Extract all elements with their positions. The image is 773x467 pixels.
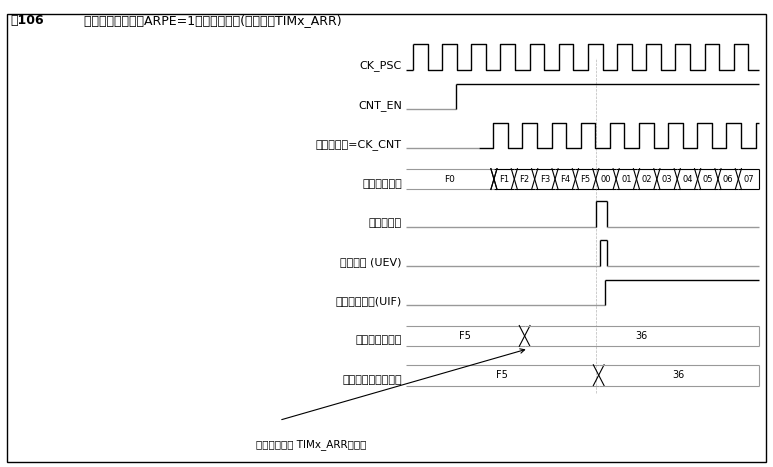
Text: 更新中断标志(UIF): 更新中断标志(UIF): [335, 296, 402, 306]
Text: 06: 06: [723, 175, 734, 184]
Text: 03: 03: [662, 175, 673, 184]
Text: F0: F0: [444, 175, 455, 184]
Text: F5: F5: [496, 370, 508, 380]
Text: 00: 00: [601, 175, 611, 184]
Text: F5: F5: [459, 331, 471, 341]
Text: CNT_EN: CNT_EN: [358, 99, 402, 111]
Text: 01: 01: [621, 175, 632, 184]
Text: F1: F1: [499, 175, 509, 184]
Text: 自动加载寄存器: 自动加载寄存器: [356, 335, 402, 346]
Text: 计数器溢出: 计数器溢出: [369, 218, 402, 228]
Text: F4: F4: [560, 175, 570, 184]
Text: 定时器时钟=CK_CNT: 定时器时钟=CK_CNT: [316, 139, 402, 150]
Text: 计数器时序图，当ARPE=1时的更新事件(预装入了TIMx_ARR): 计数器时序图，当ARPE=1时的更新事件(预装入了TIMx_ARR): [68, 14, 342, 27]
Text: 04: 04: [683, 175, 693, 184]
Text: 36: 36: [635, 331, 648, 341]
Text: F3: F3: [540, 175, 550, 184]
Text: F2: F2: [519, 175, 530, 184]
Text: 自动加载影子寄存器: 自动加载影子寄存器: [342, 375, 402, 385]
Text: 写入新数值至 TIMx_ARR寄存器: 写入新数值至 TIMx_ARR寄存器: [256, 439, 366, 450]
Text: 02: 02: [642, 175, 652, 184]
Text: 图106: 图106: [11, 14, 44, 27]
Text: 36: 36: [673, 370, 685, 380]
Text: 计数器寄存器: 计数器寄存器: [362, 178, 402, 189]
Text: F5: F5: [581, 175, 591, 184]
Text: 更新事件 (UEV): 更新事件 (UEV): [340, 257, 402, 267]
Text: 05: 05: [703, 175, 713, 184]
Text: 07: 07: [743, 175, 754, 184]
Text: CK_PSC: CK_PSC: [359, 60, 402, 71]
